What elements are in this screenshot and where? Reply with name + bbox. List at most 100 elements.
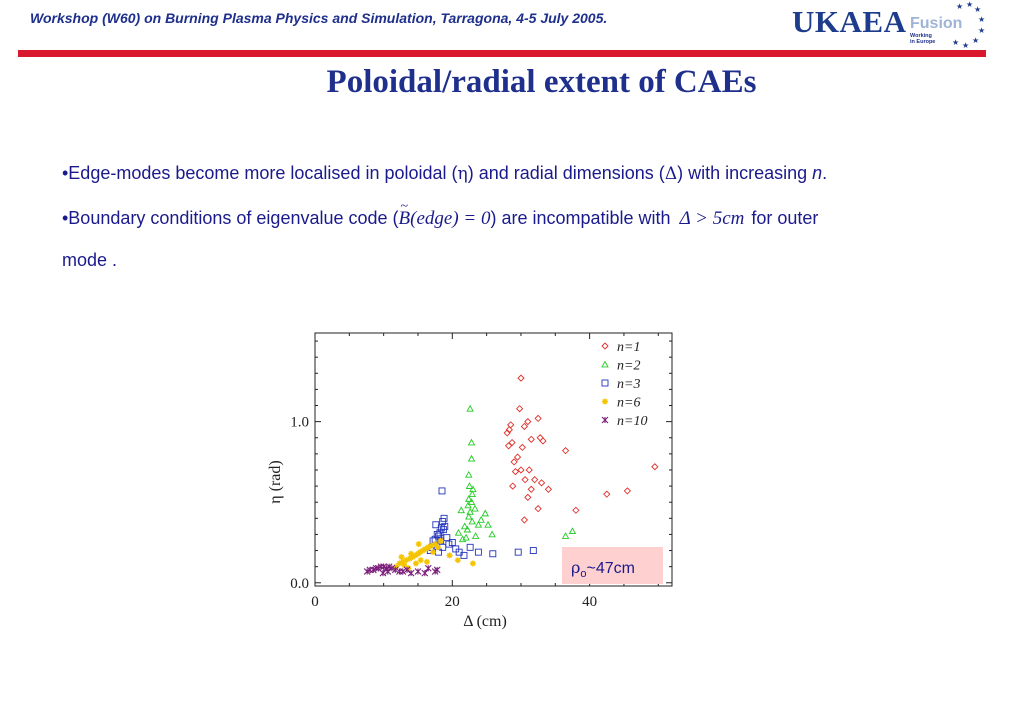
x-axis-label: Δ (cm)	[463, 613, 507, 630]
bullet-2-text: •Boundary conditions of eigenvalue code …	[62, 208, 399, 228]
data-point-n10	[414, 568, 422, 575]
bullet-2-end: for outer	[746, 208, 819, 228]
rho-symbol: ρ	[571, 558, 580, 577]
data-point-n1	[505, 426, 513, 434]
data-point-n6	[454, 557, 461, 564]
legend-marker-n6	[602, 398, 608, 405]
data-points	[363, 374, 659, 577]
data-point-n6	[412, 552, 419, 559]
rho-annotation-box	[562, 547, 663, 584]
data-point-n3	[474, 548, 482, 556]
tilde-mark: ~	[400, 199, 409, 214]
data-point-n6	[425, 544, 432, 551]
data-point-n1	[527, 435, 535, 443]
data-point-n10	[433, 566, 441, 574]
bullet-boundary-conditions: •Boundary conditions of eigenvalue code …	[62, 199, 819, 230]
data-point-n1	[515, 405, 524, 413]
chart-legend: n=1 n=2 n=3 n=6 n=10	[601, 340, 647, 429]
svg-text:★: ★	[974, 5, 981, 14]
data-point-n2	[468, 490, 476, 497]
data-point-n1	[536, 434, 544, 442]
svg-text:★: ★	[962, 41, 969, 50]
data-point-n10	[403, 566, 411, 574]
data-point-n6	[415, 541, 422, 548]
data-point-n6	[396, 560, 403, 567]
y-tick-label: 0.0	[290, 576, 309, 592]
data-point-n1	[510, 458, 518, 466]
legend-label-n10: n=10	[617, 414, 647, 429]
data-point-n6	[469, 560, 476, 567]
ukaea-fusion-logo: UKAEA Fusion Working in Europe ★ ★ ★ ★ ★…	[792, 0, 992, 50]
data-point-n6	[430, 549, 437, 556]
data-point-n6	[432, 541, 439, 548]
data-point-n10	[379, 569, 387, 577]
x-tick-label: 40	[582, 594, 597, 610]
data-point-n6	[417, 557, 424, 564]
axis-ticks: 0 20 40 0.0 1.0	[290, 333, 672, 610]
data-point-n1	[508, 438, 516, 447]
data-point-n6	[419, 547, 426, 554]
data-point-n2	[454, 528, 463, 536]
bullet-continuation: mode .	[62, 250, 118, 270]
data-point-n2	[469, 485, 477, 493]
data-point-n1	[561, 447, 570, 455]
x-tick-label: 0	[311, 594, 319, 610]
data-point-n2	[457, 506, 465, 514]
data-point-n3	[529, 547, 537, 554]
data-point-n6	[399, 558, 406, 565]
rho-subscript: o	[580, 568, 586, 580]
svg-text:★: ★	[972, 36, 979, 45]
legend-label-n3: n=3	[617, 377, 640, 392]
data-point-n6	[417, 549, 424, 556]
b-edge-text: B(edge) = 0	[398, 208, 491, 229]
data-point-n10	[399, 568, 407, 575]
data-point-n1	[509, 482, 517, 490]
data-point-n1	[527, 485, 535, 493]
rho-value: ~47cm	[587, 560, 635, 577]
bullet-2-mid: ) are incompatible with	[490, 208, 676, 228]
data-point-n1	[513, 453, 522, 461]
data-point-n2	[465, 482, 474, 489]
eta-symbol: η	[457, 164, 468, 184]
data-point-n2	[471, 532, 480, 539]
data-point-n6	[409, 553, 416, 560]
data-point-n6	[446, 552, 453, 559]
data-point-n3	[489, 550, 497, 558]
b-edge-equation: ~ B(edge) = 0	[398, 199, 491, 229]
data-point-n1	[534, 505, 542, 513]
data-point-n1	[651, 463, 659, 471]
data-point-n1	[531, 476, 539, 484]
data-point-n10	[388, 564, 396, 572]
data-point-n1	[520, 516, 529, 524]
data-point-n1	[520, 422, 529, 431]
rho-annotation-text: ρo~47cm	[571, 558, 635, 580]
data-point-n2	[462, 533, 470, 541]
svg-text:★: ★	[978, 26, 985, 35]
bullet-1-end: ) with increasing	[677, 163, 813, 183]
data-point-n3	[514, 548, 522, 556]
data-point-n10	[421, 569, 429, 577]
data-point-n6	[422, 545, 429, 552]
workshop-header: Workshop (W60) on Burning Plasma Physics…	[30, 10, 608, 26]
data-point-n1	[503, 429, 511, 437]
bullet-localisation: •Edge-modes become more localised in pol…	[62, 163, 827, 184]
data-point-n1	[517, 466, 525, 474]
data-point-n2	[474, 520, 483, 528]
data-point-n2	[466, 404, 474, 412]
data-point-n2	[465, 495, 473, 502]
header-divider	[18, 50, 986, 57]
logo-working-text: Working	[910, 33, 932, 39]
data-point-n10	[407, 569, 415, 577]
legend-marker-n2	[601, 360, 609, 368]
data-point-n2	[488, 530, 496, 538]
data-point-n1	[504, 442, 513, 450]
bullet-1-mid: ) and radial dimensions (	[467, 163, 665, 183]
plot-frame	[314, 332, 673, 587]
data-point-n3	[432, 521, 440, 529]
data-point-n2	[464, 501, 472, 509]
bullet-1-dot: .	[822, 163, 828, 183]
data-point-n6	[434, 544, 441, 551]
data-point-n6	[406, 555, 413, 562]
data-point-n2	[481, 509, 490, 517]
legend-marker-n1	[601, 342, 609, 350]
